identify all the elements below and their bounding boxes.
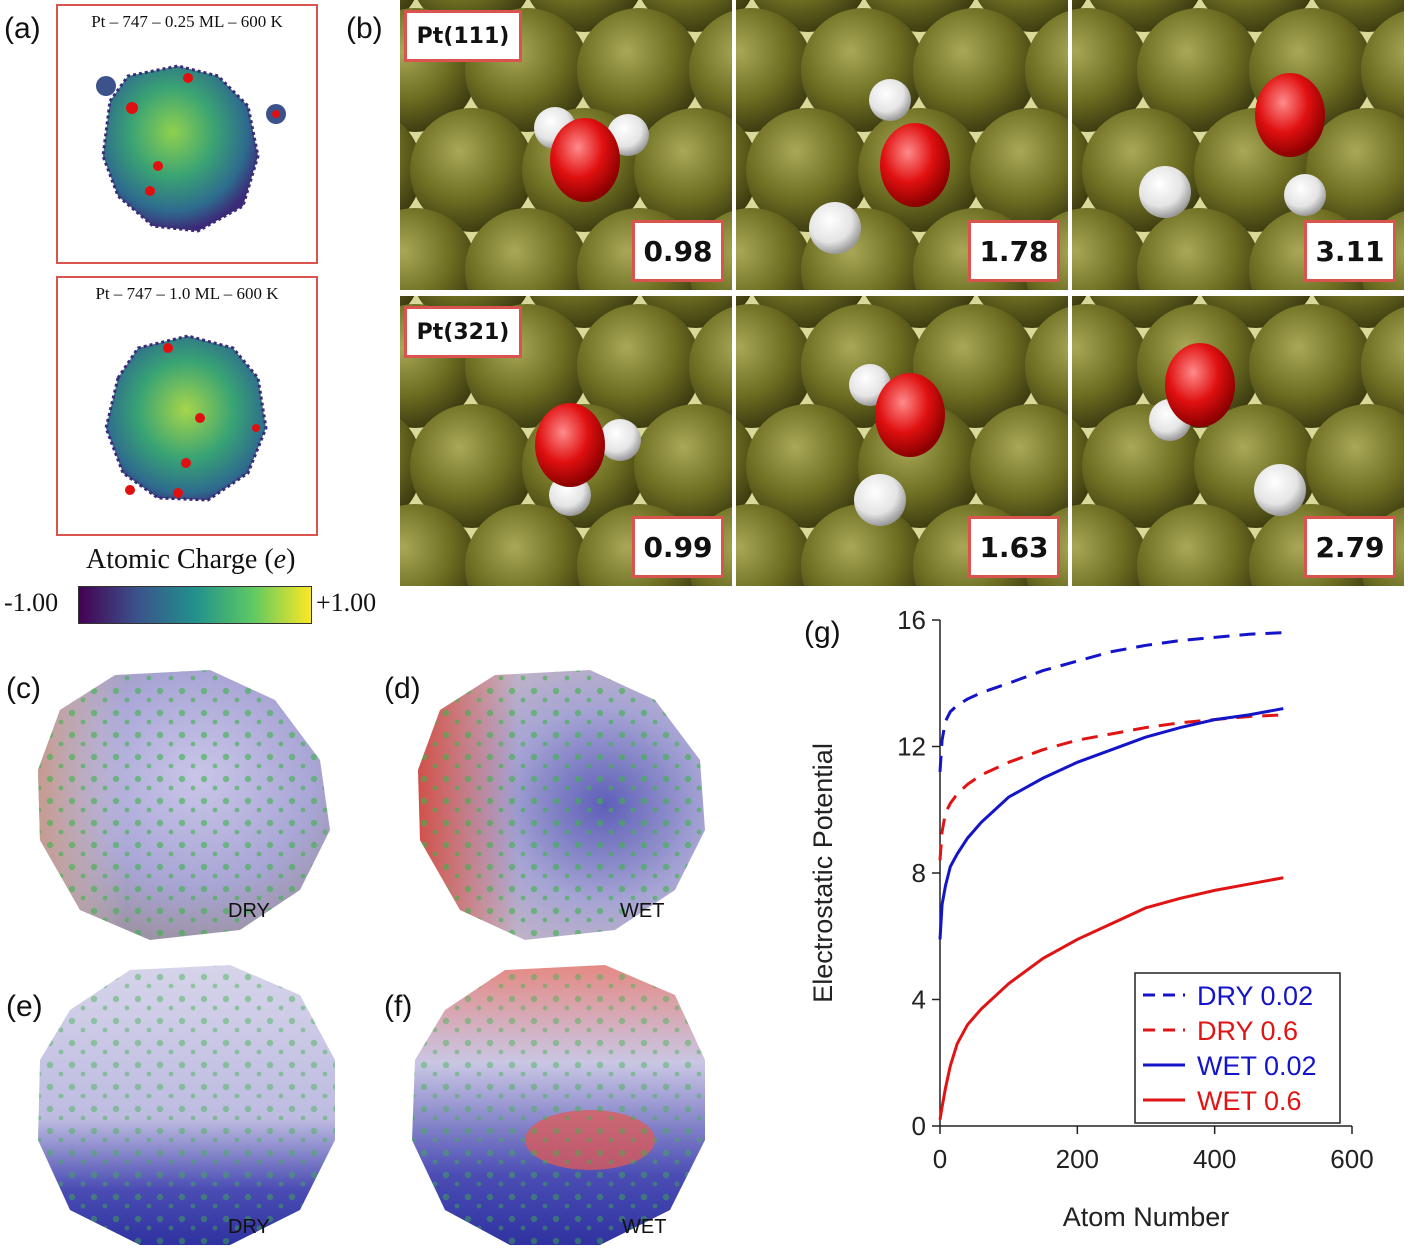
y-tick-label: 12	[897, 732, 926, 762]
panel-a-top-title: Pt – 747 – 0.25 ML – 600 K	[91, 12, 283, 31]
panel-a-bottom-title: Pt – 747 – 1.0 ML – 600 K	[95, 284, 279, 303]
nanoparticle-1-0ml-image	[104, 334, 268, 502]
panel-label-b: (b)	[346, 12, 383, 45]
panel-label-g: (g)	[804, 616, 841, 649]
panel-label-a: (a)	[4, 12, 41, 45]
energy-value-box: 0.99	[632, 516, 724, 578]
x-tick-label: 400	[1193, 1144, 1236, 1174]
panel-label-e: (e)	[6, 990, 43, 1023]
energy-value-box: 1.78	[968, 220, 1060, 282]
panel-d-wet-tag: WET	[620, 900, 665, 922]
series-line-1	[938, 631, 1284, 772]
legend-entry: WET 0.6	[1197, 1086, 1302, 1116]
energy-value-box: 2.79	[1304, 516, 1396, 578]
legend-box	[1134, 972, 1341, 1124]
colorbar-min-label: -1.00	[4, 588, 59, 617]
series-line-2	[938, 713, 1284, 861]
panel-label-c: (c)	[6, 672, 41, 705]
x-axis-label: Atom Number	[1063, 1202, 1230, 1232]
x-tick-label: 0	[933, 1144, 947, 1174]
series-line-4	[938, 876, 1284, 1120]
surface-label-box: Pt(111)	[404, 10, 522, 62]
panel-a-bottom-box: Pt – 747 – 1.0 ML – 600 K	[56, 276, 318, 536]
y-tick-label: 16	[897, 605, 926, 635]
colorbar-title: Atomic Charge (e)	[86, 544, 296, 575]
legend-entry: DRY 0.6	[1197, 1016, 1298, 1046]
x-tick-label: 600	[1330, 1144, 1373, 1174]
panel-label-f: (f)	[384, 990, 413, 1023]
nanoparticle-0-25ml-image	[96, 64, 286, 233]
panel-e-dry-tag: DRY	[228, 1216, 270, 1238]
y-tick-label: 4	[912, 985, 926, 1015]
snapshot-tile-1-3	[1072, 0, 1404, 290]
panel-f-wet-tag: WET	[622, 1216, 667, 1238]
legend-entry: DRY 0.02	[1197, 981, 1313, 1011]
panel-d-surface	[418, 670, 705, 940]
electrostatic-potential-chart: 0 4 8 12 16 0 200 400 600 Atom Number Electrostati…	[808, 605, 1374, 1232]
energy-value-box: 1.63	[968, 516, 1060, 578]
colorbar-gradient	[78, 586, 312, 624]
y-axis-label: Electrostatic Potential	[808, 743, 838, 1003]
x-tick-label: 200	[1056, 1144, 1099, 1174]
panel-e-surface	[38, 965, 335, 1245]
panel-c-surface	[38, 670, 330, 940]
panel-a-top-box: Pt – 747 – 0.25 ML – 600 K	[56, 4, 318, 264]
series-line-3	[938, 707, 1284, 940]
y-tick-label: 8	[912, 858, 926, 888]
colorbar-max-label: +1.00	[316, 588, 377, 617]
snapshot-tile-1-2	[736, 0, 1068, 290]
energy-value-box: 3.11	[1304, 220, 1396, 282]
panel-f-surface	[412, 965, 705, 1245]
energy-value-box: 0.98	[632, 220, 724, 282]
panel-label-d: (d)	[384, 672, 421, 705]
y-tick-label: 0	[912, 1111, 926, 1141]
surface-label-box: Pt(321)	[404, 306, 522, 358]
legend-entry: WET 0.02	[1197, 1051, 1317, 1081]
panel-c-dry-tag: DRY	[228, 900, 270, 922]
panel-b-grid: 0.98 1.78 3.11 Pt(111) 0.99 1.63 2.79 Pt(321)	[400, 0, 1406, 586]
surface-potential-images	[38, 670, 705, 1245]
